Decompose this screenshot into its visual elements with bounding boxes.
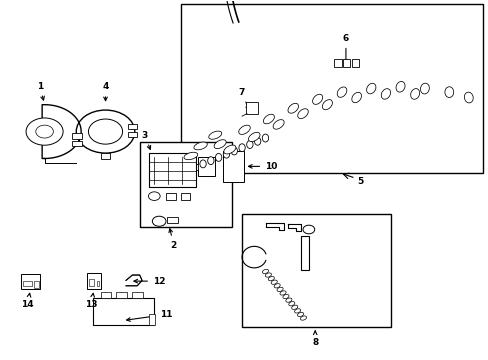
Bar <box>116 292 127 298</box>
Ellipse shape <box>366 83 375 94</box>
Text: 8: 8 <box>311 331 318 347</box>
Circle shape <box>26 118 63 145</box>
Ellipse shape <box>265 273 271 277</box>
Text: 14: 14 <box>21 293 34 309</box>
Bar <box>149 315 155 325</box>
Bar <box>34 281 39 288</box>
Text: 5: 5 <box>357 176 363 185</box>
Ellipse shape <box>263 114 274 124</box>
Ellipse shape <box>208 131 221 139</box>
Ellipse shape <box>224 145 235 154</box>
Bar <box>97 282 99 286</box>
Ellipse shape <box>410 89 419 99</box>
Ellipse shape <box>248 132 260 141</box>
Bar <box>132 292 142 298</box>
Bar <box>101 292 111 298</box>
Ellipse shape <box>464 92 472 103</box>
Text: 13: 13 <box>85 293 98 309</box>
Circle shape <box>303 225 314 234</box>
Ellipse shape <box>312 94 322 104</box>
Ellipse shape <box>280 291 285 295</box>
Ellipse shape <box>420 83 428 94</box>
Ellipse shape <box>288 302 294 306</box>
FancyBboxPatch shape <box>333 59 341 67</box>
Bar <box>190 163 198 170</box>
Ellipse shape <box>207 157 214 165</box>
Ellipse shape <box>254 137 260 145</box>
Text: 4: 4 <box>102 82 108 101</box>
FancyBboxPatch shape <box>181 4 483 173</box>
Circle shape <box>152 216 165 226</box>
Ellipse shape <box>283 294 288 299</box>
Ellipse shape <box>231 147 237 155</box>
Ellipse shape <box>294 309 300 313</box>
Ellipse shape <box>268 276 274 281</box>
Text: 10: 10 <box>248 162 277 171</box>
Bar <box>149 153 195 187</box>
Ellipse shape <box>273 120 284 129</box>
FancyBboxPatch shape <box>101 153 110 159</box>
Bar <box>23 281 32 286</box>
FancyBboxPatch shape <box>128 132 137 137</box>
Ellipse shape <box>381 89 390 99</box>
FancyBboxPatch shape <box>72 134 82 139</box>
Ellipse shape <box>297 109 307 118</box>
Circle shape <box>76 110 135 153</box>
Text: 6: 6 <box>342 34 348 63</box>
Ellipse shape <box>262 269 268 274</box>
Ellipse shape <box>262 134 268 142</box>
Ellipse shape <box>300 316 306 320</box>
Text: 12: 12 <box>134 276 165 285</box>
Ellipse shape <box>337 87 346 97</box>
Ellipse shape <box>351 93 361 103</box>
Bar <box>222 151 244 182</box>
Ellipse shape <box>238 125 250 134</box>
Ellipse shape <box>271 280 277 284</box>
Bar <box>181 193 189 200</box>
Ellipse shape <box>297 312 303 316</box>
FancyBboxPatch shape <box>246 102 258 114</box>
FancyBboxPatch shape <box>242 214 390 327</box>
Ellipse shape <box>274 284 280 288</box>
FancyBboxPatch shape <box>140 142 232 226</box>
FancyBboxPatch shape <box>128 124 137 130</box>
Ellipse shape <box>287 103 298 113</box>
Circle shape <box>88 119 122 144</box>
Ellipse shape <box>223 150 229 158</box>
Ellipse shape <box>291 305 297 310</box>
Ellipse shape <box>285 298 291 302</box>
FancyBboxPatch shape <box>342 59 349 67</box>
Bar <box>167 217 178 224</box>
Text: 3: 3 <box>141 131 150 149</box>
FancyBboxPatch shape <box>351 59 358 67</box>
Bar <box>89 279 94 286</box>
Text: 7: 7 <box>238 87 249 110</box>
Ellipse shape <box>277 287 283 292</box>
Ellipse shape <box>239 144 244 152</box>
Polygon shape <box>126 275 142 286</box>
Ellipse shape <box>214 140 225 149</box>
Polygon shape <box>44 105 81 212</box>
Ellipse shape <box>444 87 453 98</box>
Text: 9: 9 <box>173 162 195 171</box>
Circle shape <box>36 125 53 138</box>
Bar <box>87 273 101 289</box>
Bar <box>21 274 40 289</box>
Ellipse shape <box>246 140 252 148</box>
Ellipse shape <box>200 160 206 168</box>
Ellipse shape <box>322 100 332 110</box>
Ellipse shape <box>194 142 207 150</box>
Ellipse shape <box>183 152 197 160</box>
Text: 2: 2 <box>168 229 177 250</box>
Text: 11: 11 <box>126 310 172 321</box>
Bar <box>165 193 176 200</box>
Circle shape <box>148 192 160 201</box>
Ellipse shape <box>215 153 222 161</box>
Bar <box>93 298 154 325</box>
Bar <box>300 235 309 270</box>
Bar <box>198 157 215 176</box>
Text: 1: 1 <box>37 82 44 100</box>
Ellipse shape <box>395 81 404 92</box>
FancyBboxPatch shape <box>72 140 82 146</box>
